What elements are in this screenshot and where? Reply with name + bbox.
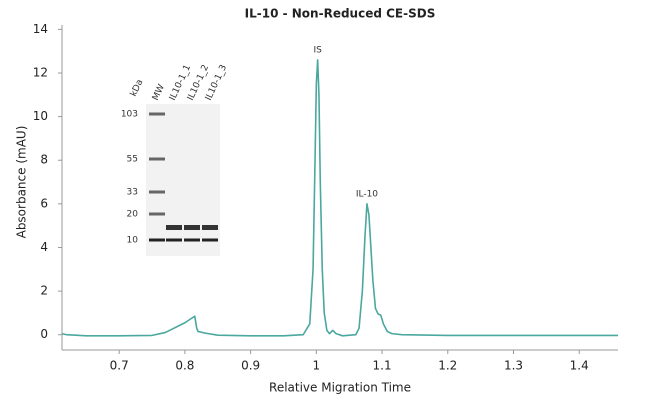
y-tick-label: 6 xyxy=(40,196,48,210)
x-tick-label: 1.3 xyxy=(504,359,523,373)
y-tick-label: 14 xyxy=(33,22,48,36)
gel-ladder-band xyxy=(149,190,165,194)
x-tick-label: 0.8 xyxy=(175,359,194,373)
x-tick-label: 1.1 xyxy=(373,359,392,373)
y-tick-label: 12 xyxy=(33,65,48,79)
trace xyxy=(61,59,618,337)
gel-ladder-band xyxy=(149,238,165,242)
peak-annotation: IS xyxy=(313,45,322,55)
y-tick-label: 10 xyxy=(33,109,48,123)
gel-background xyxy=(146,104,220,256)
gel-sample-band xyxy=(166,238,182,242)
y-axis-label: Absorbance (mAU) xyxy=(15,126,29,239)
x-tick-label: 1.2 xyxy=(438,359,457,373)
gel-lane-label: MW xyxy=(151,83,167,102)
x-tick-label: 1 xyxy=(313,359,321,373)
x-tick-label: 1.4 xyxy=(570,359,589,373)
x-tick-label: 0.9 xyxy=(241,359,260,373)
chart-title: IL-10 - Non-Reduced CE-SDS xyxy=(245,7,436,21)
gel-ladder-label: 103 xyxy=(121,110,138,120)
peak-annotation: IL-10 xyxy=(356,189,378,199)
gel-sample-band xyxy=(166,225,182,230)
gel-ladder-label: 55 xyxy=(127,155,138,165)
y-tick-label: 2 xyxy=(40,284,48,298)
gel-unit: kDa xyxy=(129,78,146,98)
gel-ladder-label: 10 xyxy=(127,236,139,246)
gel-sample-band xyxy=(202,238,218,242)
gel-sample-band xyxy=(184,225,200,230)
y-tick-label: 0 xyxy=(40,327,48,341)
gel-sample-band xyxy=(184,238,200,242)
gel-ladder-band xyxy=(149,112,165,116)
gel-ladder-band xyxy=(149,212,165,216)
gel-sample-band xyxy=(202,225,218,230)
x-tick-label: 0.7 xyxy=(110,359,129,373)
gel-ladder-label: 33 xyxy=(127,188,138,198)
gel-ladder-label: 20 xyxy=(127,210,139,220)
y-tick-label: 8 xyxy=(40,153,48,167)
gel-ladder-band xyxy=(149,157,165,161)
y-tick-label: 4 xyxy=(40,240,48,254)
x-axis-label: Relative Migration Time xyxy=(269,381,411,395)
